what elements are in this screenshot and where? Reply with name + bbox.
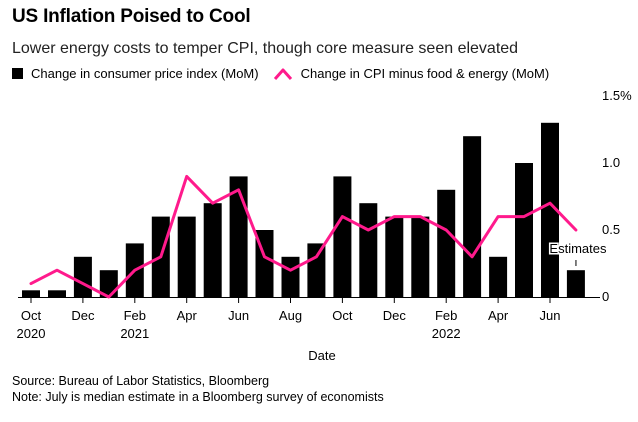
source-note: Source: Bureau of Labor Statistics, Bloo… bbox=[12, 374, 270, 388]
legend-item-bars: Change in consumer price index (MoM) bbox=[12, 66, 259, 81]
cpi-bar bbox=[281, 256, 300, 297]
chart-subtitle: Lower energy costs to temper CPI, though… bbox=[12, 40, 519, 57]
cpi-bar bbox=[489, 256, 508, 297]
legend-line-swatch bbox=[273, 68, 292, 80]
x-tick-label: Jun bbox=[228, 308, 249, 323]
cpi-bar bbox=[359, 203, 378, 297]
x-tick-year-label: 2020 bbox=[17, 326, 46, 341]
core-cpi-line bbox=[29, 174, 578, 299]
legend-line-label: Change in CPI minus food & energy (MoM) bbox=[300, 66, 550, 81]
legend-item-line: Change in CPI minus food & energy (MoM) bbox=[273, 66, 550, 81]
cpi-bar bbox=[385, 216, 404, 297]
footnote: Note: July is median estimate in a Bloom… bbox=[12, 390, 384, 404]
cpi-bar bbox=[566, 270, 585, 297]
cpi-bar bbox=[515, 163, 533, 297]
cpi-bar bbox=[437, 189, 456, 297]
cpi-bar bbox=[411, 216, 430, 297]
cpi-bar bbox=[541, 122, 559, 297]
cpi-bar bbox=[307, 243, 326, 297]
x-tick-label: Dec bbox=[71, 308, 95, 323]
x-tick-label: Oct bbox=[332, 308, 353, 323]
x-tick-year-label: 2022 bbox=[432, 326, 461, 341]
cpi-bar bbox=[203, 203, 222, 297]
y-tick-label: 1.5% bbox=[602, 88, 632, 103]
cpi-bar bbox=[229, 176, 248, 297]
legend-bar-label: Change in consumer price index (MoM) bbox=[31, 66, 259, 81]
chart-title: US Inflation Poised to Cool bbox=[12, 6, 251, 27]
y-tick-label: 0.5 bbox=[602, 222, 620, 237]
cpi-bar bbox=[463, 136, 482, 297]
x-axis-title: Date bbox=[308, 348, 335, 363]
chart-legend: Change in consumer price index (MoM) Cha… bbox=[12, 66, 563, 81]
cpi-bar bbox=[22, 290, 40, 297]
x-tick-label: Feb bbox=[435, 308, 457, 323]
x-tick-label: Jun bbox=[540, 308, 561, 323]
x-tick-label: Apr bbox=[177, 308, 198, 323]
cpi-bar bbox=[73, 256, 92, 297]
y-tick-label: 1.0 bbox=[602, 155, 620, 170]
x-tick-label: Feb bbox=[124, 308, 146, 323]
x-tick-label: Aug bbox=[279, 308, 302, 323]
x-tick-label: Oct bbox=[21, 308, 42, 323]
legend-bar-swatch bbox=[12, 68, 23, 79]
x-tick-year-label: 2021 bbox=[120, 326, 149, 341]
y-tick-label: 0 bbox=[602, 289, 609, 304]
estimates-annotation: Estimates bbox=[549, 241, 607, 256]
x-tick-label: Apr bbox=[488, 308, 509, 323]
x-tick-label: Dec bbox=[383, 308, 407, 323]
cpi-bar bbox=[48, 290, 66, 297]
cpi-bar bbox=[177, 216, 196, 297]
cpi-bar bbox=[333, 176, 352, 297]
